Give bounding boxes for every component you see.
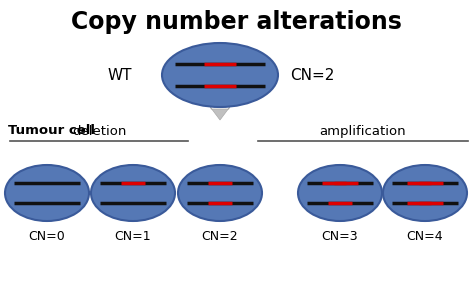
Ellipse shape — [383, 165, 467, 221]
Text: amplification: amplification — [320, 125, 406, 138]
Text: CN=2: CN=2 — [202, 229, 238, 242]
FancyArrow shape — [199, 92, 241, 120]
Text: WT: WT — [108, 68, 132, 82]
Ellipse shape — [5, 165, 89, 221]
Text: CN=0: CN=0 — [29, 229, 66, 242]
Text: Copy number alterations: Copy number alterations — [70, 10, 402, 34]
Text: deletion: deletion — [72, 125, 126, 138]
Ellipse shape — [162, 43, 278, 107]
Ellipse shape — [178, 165, 262, 221]
Ellipse shape — [298, 165, 382, 221]
Ellipse shape — [91, 165, 175, 221]
Text: CN=4: CN=4 — [407, 229, 443, 242]
Text: CN=2: CN=2 — [290, 68, 334, 82]
Text: CN=3: CN=3 — [322, 229, 358, 242]
Text: CN=1: CN=1 — [115, 229, 152, 242]
Text: Tumour cell: Tumour cell — [8, 125, 95, 138]
